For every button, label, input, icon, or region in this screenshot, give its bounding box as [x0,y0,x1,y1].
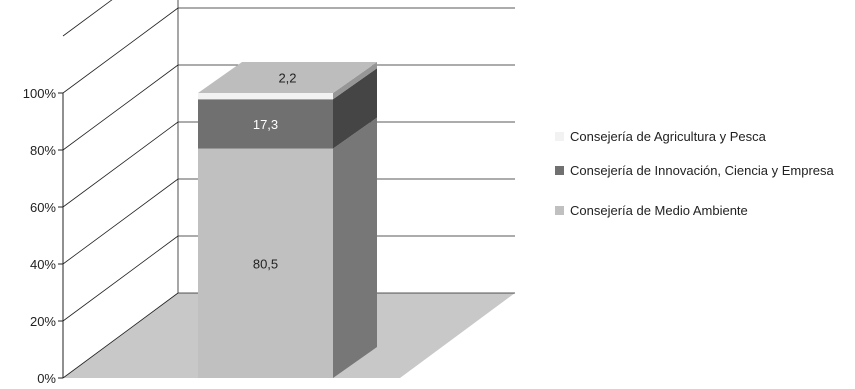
bar-segment-side-0 [333,117,377,378]
bar-segment-front-1 [198,99,333,149]
legend-swatch-innovacion [555,166,564,175]
data-labels: 80,5 17,3 2,2 [253,71,297,272]
gridline-diagonal-2 [62,178,179,265]
y-tick-label-0: 0% [37,371,56,386]
legend-swatch-agricultura [555,132,564,141]
gridline-diagonal-6 [62,0,113,37]
y-tick-label-1: 20% [30,314,56,329]
bar-stack [198,62,377,378]
y-axis: 0% 20% 40% 60% 80% 100% [23,86,64,386]
y-tick-label-5: 100% [23,86,57,101]
legend: Consejería de Agricultura y Pesca Consej… [555,128,855,219]
data-label-0: 80,5 [253,256,278,271]
legend-item-medio-ambiente: Consejería de Medio Ambiente [555,202,855,219]
legend-item-innovacion: Consejería de Innovación, Ciencia y Empr… [555,162,855,202]
bar-segment-front-0 [198,148,333,378]
bar-segment-front-2 [198,93,333,100]
legend-label-medio-ambiente: Consejería de Medio Ambiente [570,203,748,218]
y-tick-label-2: 40% [30,257,56,272]
gridline-diagonal-5 [62,7,179,94]
gridline-diagonal-0 [62,292,179,379]
bar-segment-side-1 [333,68,377,149]
bar-top-face [198,62,377,93]
legend-swatch-medio-ambiente [555,206,564,215]
legend-label-agricultura: Consejería de Agricultura y Pesca [570,129,766,144]
data-label-1: 17,3 [253,117,278,132]
legend-item-agricultura: Consejería de Agricultura y Pesca [555,128,855,162]
y-tick-label-4: 80% [30,143,56,158]
gridline-diagonal-1 [62,235,179,322]
gridline-diagonal-3 [62,121,179,208]
legend-label-innovacion: Consejería de Innovación, Ciencia y Empr… [570,163,834,178]
y-tick-label-3: 60% [30,200,56,215]
gridline-diagonal-4 [62,64,179,151]
bar-segment-side-2 [333,62,377,100]
data-label-2: 2,2 [278,71,296,86]
